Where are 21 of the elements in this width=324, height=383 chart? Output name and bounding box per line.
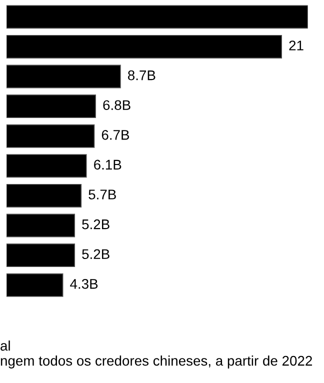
data-label: 5.7B <box>88 190 116 200</box>
bar <box>6 34 282 58</box>
data-label: 6.8B <box>103 100 130 110</box>
bar <box>6 64 121 88</box>
bar <box>6 94 96 118</box>
text: al <box>0 340 10 351</box>
data-label: 6.1B <box>94 160 122 170</box>
data-label: 5.2B <box>82 249 110 260</box>
bar <box>6 273 64 297</box>
data-label: 6.7B <box>102 130 130 140</box>
bar <box>6 184 82 208</box>
data-label: 21 <box>289 40 304 50</box>
bar <box>6 244 76 268</box>
bar <box>6 214 76 238</box>
data-label: 4.3B <box>70 278 98 289</box>
bar <box>6 124 95 148</box>
bar <box>6 5 308 29</box>
bar <box>6 154 87 178</box>
text: ngem todos os credores chineses, a partir de 2022 <box>0 356 312 368</box>
data-label: 5.2B <box>82 219 110 230</box>
data-label: 8.7B <box>128 70 156 80</box>
